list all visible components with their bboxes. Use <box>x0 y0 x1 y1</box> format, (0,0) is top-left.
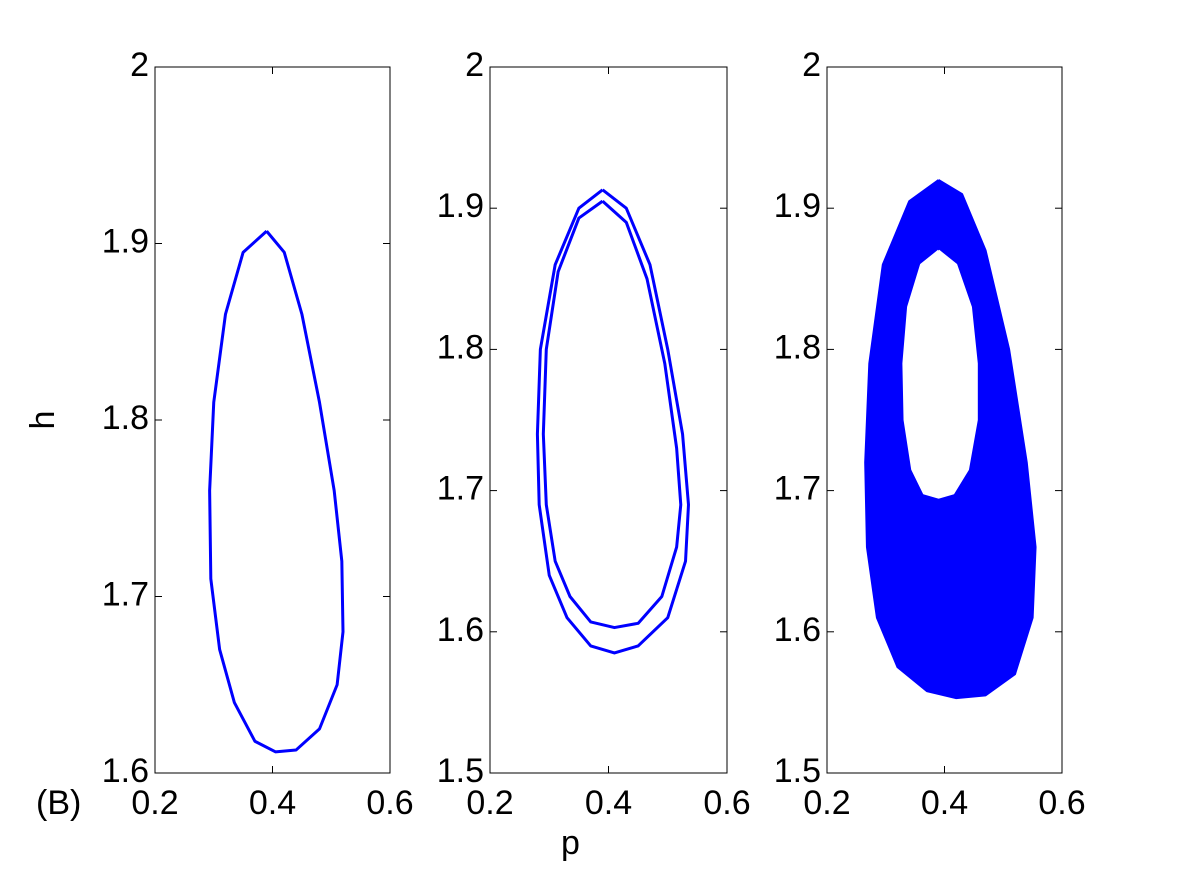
y-tick-label: 1.6 <box>102 752 149 790</box>
y-tick-label: 1.7 <box>102 575 149 613</box>
x-tick-label: 0.2 <box>803 784 850 822</box>
y-tick-label: 2 <box>802 46 821 84</box>
x-tick-label: 0.6 <box>366 784 413 822</box>
y-tick-label: 1.6 <box>774 611 821 649</box>
y-axis-label: h <box>24 411 62 430</box>
axes-box <box>154 66 391 774</box>
y-tick-label: 1.8 <box>774 328 821 366</box>
y-tick-label: 1.9 <box>437 187 484 225</box>
axes-box <box>489 66 728 774</box>
orbit-curve <box>902 249 978 499</box>
y-tick-label: 1.5 <box>774 752 821 790</box>
y-tick-label: 1.7 <box>774 470 821 508</box>
orbit-curve <box>535 188 690 655</box>
y-tick-label: 1.6 <box>437 611 484 649</box>
x-tick-label: 0.6 <box>1038 784 1085 822</box>
y-tick-label: 2 <box>130 46 149 84</box>
y-tick-label: 1.8 <box>437 328 484 366</box>
x-tick-label: 0.2 <box>466 784 513 822</box>
y-tick-label: 1.9 <box>774 187 821 225</box>
x-tick-label: 0.4 <box>249 784 296 822</box>
y-tick-label: 1.9 <box>102 222 149 260</box>
y-tick-label: 2 <box>465 46 484 84</box>
y-tick-label: 1.8 <box>102 399 149 437</box>
x-tick-label: 0.4 <box>921 784 968 822</box>
x-tick-label: 0.6 <box>703 784 750 822</box>
x-tick-label: 0.2 <box>131 784 178 822</box>
x-axis-label: p <box>561 824 580 862</box>
panel-label: (B) <box>36 784 81 822</box>
y-tick-label: 1.7 <box>437 470 484 508</box>
x-tick-label: 0.4 <box>585 784 632 822</box>
orbit-curve <box>541 199 683 630</box>
y-tick-label: 1.5 <box>437 752 484 790</box>
orbit-curve <box>208 230 345 754</box>
